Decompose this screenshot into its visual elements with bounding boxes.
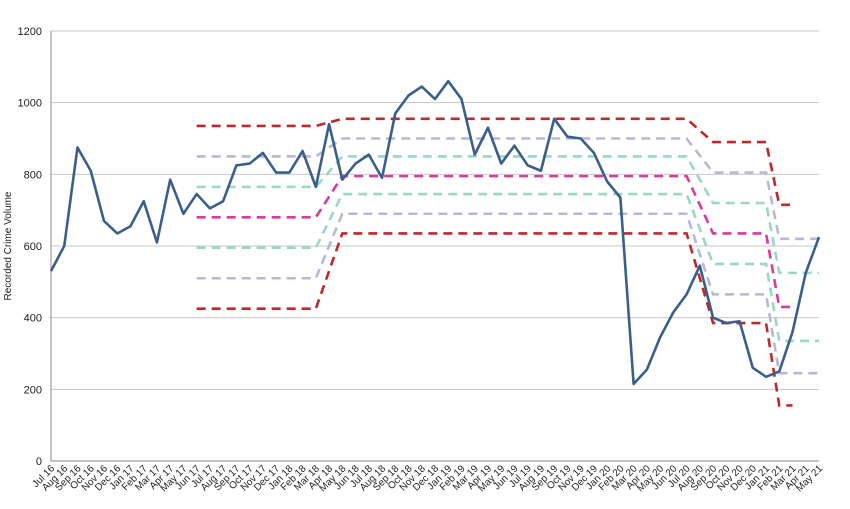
y-tick-labels: 0 200 400 600 800 1000 1200 — [18, 26, 42, 468]
control-limit-line — [196, 155, 819, 275]
y-tick-label: 1000 — [18, 98, 42, 110]
y-tick-label: 200 — [24, 384, 42, 396]
y-tick-label: 600 — [24, 241, 42, 253]
series-lines — [49, 79, 821, 386]
control-limit-line — [196, 137, 819, 241]
control-limit-line — [196, 174, 793, 309]
y-axis-label: Recorded Crime Volume — [3, 191, 14, 300]
y-tick-label: 1200 — [18, 26, 42, 38]
control-limit-line — [196, 212, 819, 375]
control-limit-line — [196, 192, 819, 343]
control-limit-line — [196, 117, 793, 207]
grid-lines — [50, 30, 819, 462]
y-tick-label: 400 — [24, 313, 42, 325]
control-limit-lines — [196, 117, 819, 407]
y-tick-label: 800 — [24, 169, 42, 181]
recorded-crime-line — [49, 79, 821, 386]
control-limit-line — [196, 232, 793, 407]
y-tick-label: 0 — [36, 456, 42, 468]
